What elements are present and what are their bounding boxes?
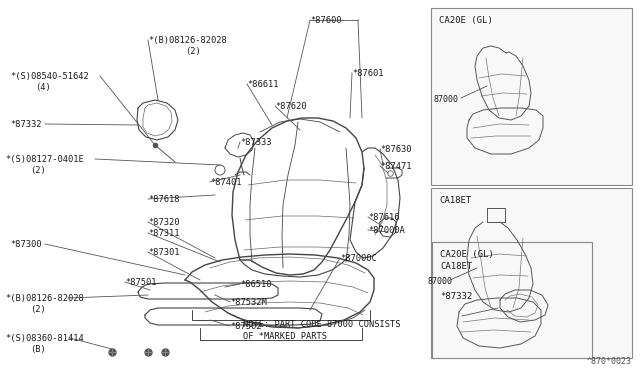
Bar — [431, 8, 632, 185]
Text: *87301: *87301 — [148, 248, 179, 257]
Text: *(S)08540-51642: *(S)08540-51642 — [10, 72, 89, 81]
Bar — [432, 242, 592, 358]
Text: (2): (2) — [185, 47, 201, 56]
Text: (4): (4) — [35, 83, 51, 92]
Text: OF *MARKED PARTS: OF *MARKED PARTS — [243, 332, 327, 341]
Text: *87000A: *87000A — [368, 226, 404, 235]
Text: *87616: *87616 — [368, 213, 399, 222]
Text: (2): (2) — [30, 305, 45, 314]
Text: NOTE: PART CODE 87000 CONSISTS: NOTE: PART CODE 87000 CONSISTS — [243, 320, 401, 329]
Text: CA20E (GL): CA20E (GL) — [439, 16, 493, 25]
Text: *(B)08126-82028: *(B)08126-82028 — [148, 36, 227, 45]
Text: *87300: *87300 — [10, 240, 42, 249]
Text: CA18ET: CA18ET — [440, 262, 472, 271]
Text: *86510: *86510 — [240, 280, 271, 289]
Text: *87311: *87311 — [148, 229, 179, 238]
Text: ^870*0023: ^870*0023 — [587, 357, 632, 366]
Text: *87532M: *87532M — [230, 298, 267, 307]
Text: *87333: *87333 — [240, 138, 271, 147]
Text: *87630: *87630 — [380, 145, 412, 154]
Text: 87000: 87000 — [433, 95, 458, 104]
Text: (B): (B) — [30, 345, 45, 354]
Text: *(S)08127-0401E: *(S)08127-0401E — [5, 155, 84, 164]
Text: *87401: *87401 — [210, 178, 241, 187]
Bar — [431, 188, 632, 358]
Text: *87332: *87332 — [10, 120, 42, 129]
Text: *87502: *87502 — [230, 322, 262, 331]
Text: *(B)08126-82028: *(B)08126-82028 — [5, 294, 84, 303]
Text: *87620: *87620 — [275, 102, 307, 111]
Text: *86611: *86611 — [247, 80, 278, 89]
Text: (2): (2) — [30, 166, 45, 175]
Text: *87320: *87320 — [148, 218, 179, 227]
Text: 87000: 87000 — [427, 277, 452, 286]
Text: *(S)08360-81414: *(S)08360-81414 — [5, 334, 84, 343]
Text: *87618: *87618 — [148, 195, 179, 204]
Text: *87601: *87601 — [352, 69, 383, 78]
Text: *87471: *87471 — [380, 162, 412, 171]
Text: CA18ET: CA18ET — [439, 196, 471, 205]
Text: *87600: *87600 — [310, 16, 342, 25]
Text: *87501: *87501 — [125, 278, 157, 287]
Text: *87000C: *87000C — [340, 254, 377, 263]
Text: CA20E (GL): CA20E (GL) — [440, 250, 493, 259]
Text: *87332: *87332 — [440, 292, 472, 301]
